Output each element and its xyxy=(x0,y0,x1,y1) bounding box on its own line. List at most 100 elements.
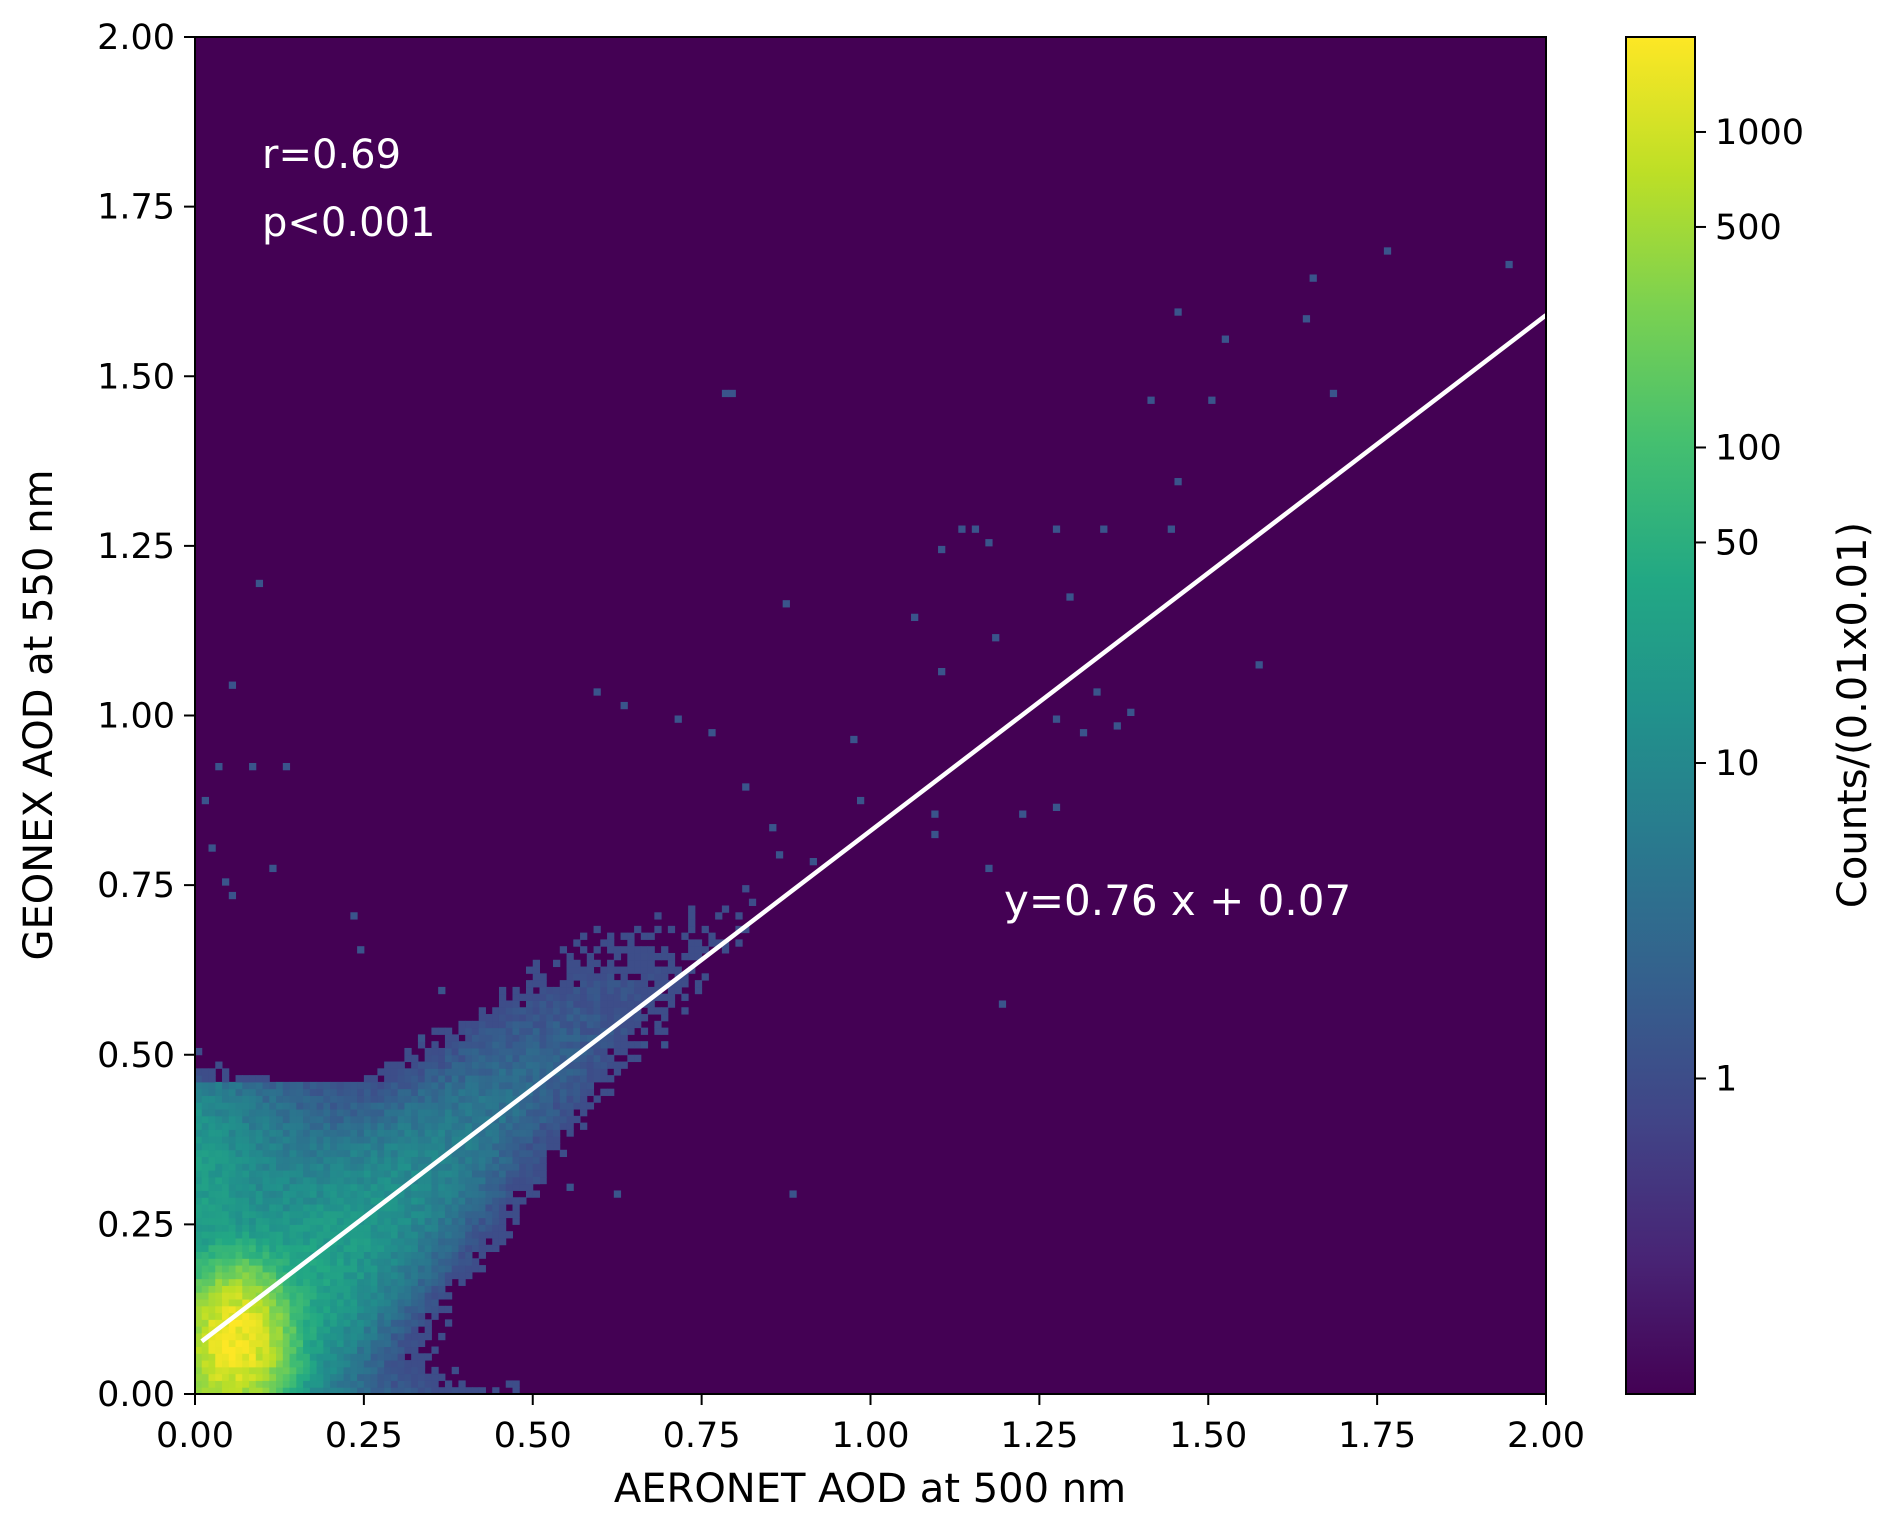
y-tick-label: 0.25 xyxy=(97,1205,175,1245)
heatmap-cell xyxy=(411,1217,419,1225)
heatmap-cell xyxy=(384,1068,392,1076)
heatmap-cell xyxy=(330,1366,338,1375)
heatmap-cell xyxy=(404,1244,412,1253)
heatmap-cell xyxy=(485,1163,493,1171)
heatmap-cell xyxy=(296,1373,304,1381)
heatmap-cell xyxy=(215,1312,223,1320)
heatmap-cell xyxy=(316,1373,324,1381)
heatmap-cell xyxy=(553,1142,561,1151)
heatmap-cell xyxy=(296,1197,304,1205)
heatmap-cell xyxy=(343,1360,351,1368)
heatmap-cell xyxy=(444,1224,453,1232)
heatmap-cell xyxy=(269,1142,277,1151)
heatmap-cell xyxy=(262,1326,270,1334)
heatmap-cell xyxy=(222,1231,230,1239)
colorbar-tick-label: 1 xyxy=(1715,1059,1737,1099)
heatmap-cell xyxy=(492,1387,500,1394)
heatmap-cell xyxy=(377,1258,385,1266)
heatmap-cell xyxy=(242,1170,250,1178)
heatmap-cell xyxy=(357,1339,365,1348)
heatmap-cell xyxy=(390,1244,399,1253)
heatmap-cell xyxy=(330,1183,338,1191)
heatmap-cell xyxy=(330,1149,338,1158)
heatmap-cell xyxy=(404,1319,412,1327)
heatmap-cell xyxy=(634,925,642,934)
heatmap-cell xyxy=(242,1122,250,1130)
heatmap-cell xyxy=(363,1373,372,1381)
heatmap-cell xyxy=(498,1102,507,1110)
heatmap-cell xyxy=(708,729,716,737)
heatmap-cell xyxy=(377,1095,385,1103)
heatmap-cell xyxy=(296,1231,304,1239)
y-tick-label: 2.00 xyxy=(97,18,175,58)
heatmap-cell xyxy=(498,1163,507,1171)
heatmap-cell xyxy=(323,1265,331,1273)
heatmap-cell xyxy=(404,1237,412,1246)
heatmap-cell xyxy=(384,1244,392,1253)
heatmap-cell xyxy=(519,1081,527,1090)
heatmap-cell xyxy=(532,1034,540,1042)
heatmap-cell xyxy=(276,1265,284,1273)
heatmap-cell xyxy=(593,1075,601,1083)
heatmap-cell xyxy=(201,1081,209,1090)
heatmap-cell xyxy=(316,1366,324,1375)
heatmap-cell xyxy=(370,1197,378,1205)
heatmap-cell xyxy=(505,1109,513,1117)
heatmap-cell xyxy=(357,1115,365,1124)
heatmap-cell xyxy=(397,1068,405,1076)
heatmap-cell xyxy=(269,1149,277,1158)
heatmap-cell xyxy=(478,1217,486,1225)
x-tick-label: 0.25 xyxy=(325,1416,403,1456)
heatmap-cell xyxy=(384,1285,392,1293)
heatmap-cell xyxy=(201,1129,209,1137)
heatmap-cell xyxy=(742,925,750,934)
heatmap-cell xyxy=(519,1122,527,1130)
heatmap-cell xyxy=(215,1332,223,1341)
heatmap-cell xyxy=(276,1183,284,1191)
heatmap-cell xyxy=(370,1142,378,1151)
heatmap-cell xyxy=(424,1047,432,1056)
heatmap-cell xyxy=(458,1217,466,1225)
heatmap-cell xyxy=(580,1095,588,1103)
heatmap-cell xyxy=(417,1258,426,1266)
heatmap-cell xyxy=(553,1020,561,1029)
heatmap-cell xyxy=(215,1366,223,1375)
heatmap-cell xyxy=(350,1204,358,1212)
heatmap-cell xyxy=(201,1237,209,1246)
heatmap-cell xyxy=(350,1373,358,1381)
heatmap-cell xyxy=(309,1088,318,1096)
heatmap-cell xyxy=(553,1081,561,1090)
heatmap-cell xyxy=(485,1224,493,1232)
heatmap-cell xyxy=(478,1075,486,1083)
heatmap-cell xyxy=(721,389,730,398)
heatmap-cell xyxy=(397,1149,405,1158)
heatmap-cell xyxy=(262,1332,270,1341)
x-tick-label: 2.00 xyxy=(1507,1416,1585,1456)
heatmap-cell xyxy=(498,1204,507,1212)
heatmap-cell xyxy=(458,1020,466,1029)
heatmap-cell xyxy=(377,1251,385,1259)
heatmap-cell xyxy=(397,1210,405,1219)
heatmap-cell xyxy=(411,1271,419,1280)
heatmap-cell xyxy=(390,1176,399,1185)
heatmap-cell xyxy=(411,1387,419,1394)
heatmap-cell xyxy=(465,1142,473,1151)
heatmap-cell xyxy=(546,1068,554,1076)
heatmap-cell xyxy=(397,1299,405,1307)
heatmap-cell xyxy=(519,1095,527,1103)
heatmap-cell xyxy=(559,980,568,988)
heatmap-cell xyxy=(384,1088,392,1096)
heatmap-cell xyxy=(282,1170,291,1178)
heatmap-cell xyxy=(498,1217,507,1225)
heatmap-cell xyxy=(296,1271,304,1280)
heatmap-cell xyxy=(228,1332,237,1341)
heatmap-cell xyxy=(269,1129,277,1137)
heatmap-cell xyxy=(208,1292,216,1300)
heatmap-cell xyxy=(451,1190,459,1198)
heatmap-cell xyxy=(350,1224,358,1232)
heatmap-cell xyxy=(532,1142,540,1151)
heatmap-cell xyxy=(526,1027,534,1035)
heatmap-cell xyxy=(242,1129,250,1137)
heatmap-cell xyxy=(451,1210,459,1219)
heatmap-cell xyxy=(363,1360,372,1368)
